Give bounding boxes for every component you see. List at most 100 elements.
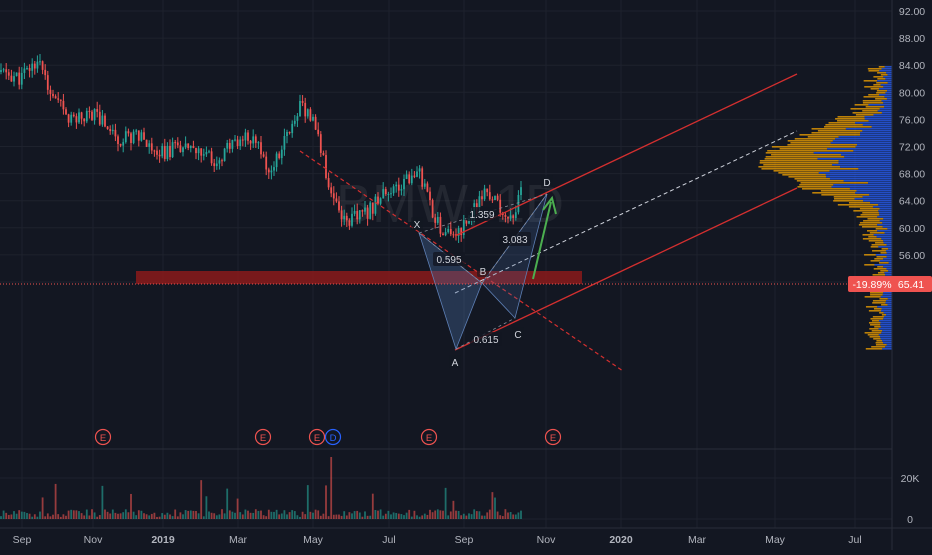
volume-bar bbox=[137, 510, 140, 519]
candle-body bbox=[429, 191, 431, 201]
profile-bar-down bbox=[876, 92, 886, 94]
drawings[interactable]: X A B C D 0.595 0.615 3.083 1.359 bbox=[299, 73, 798, 372]
volume-bar bbox=[210, 512, 213, 519]
volume-bar bbox=[127, 512, 130, 519]
dividend-event-marker[interactable] bbox=[324, 428, 342, 446]
profile-bar-down bbox=[862, 100, 882, 102]
volume-bar bbox=[241, 514, 244, 519]
profile-bar-down bbox=[758, 166, 841, 168]
volume-bar bbox=[200, 480, 203, 519]
volume-bar bbox=[494, 497, 496, 519]
candle-body bbox=[101, 115, 104, 125]
earnings-event-marker[interactable] bbox=[308, 428, 326, 446]
volume-bar bbox=[288, 512, 291, 519]
earnings-event-marker[interactable] bbox=[544, 428, 562, 446]
candle-body bbox=[278, 153, 281, 159]
profile-bar-down bbox=[870, 318, 884, 320]
profile-bar-up bbox=[884, 66, 892, 68]
profile-bar-down bbox=[867, 218, 884, 220]
profile-bar-up bbox=[878, 334, 892, 336]
candle-body bbox=[15, 72, 18, 77]
profile-bar-up bbox=[862, 124, 892, 126]
channel-lower[interactable] bbox=[454, 187, 798, 351]
volume-bar bbox=[447, 515, 450, 519]
candle-body bbox=[322, 152, 325, 156]
candle-body bbox=[184, 143, 187, 148]
candle-body bbox=[338, 201, 340, 211]
pattern-xab[interactable] bbox=[418, 231, 483, 351]
profile-bar-up bbox=[856, 190, 892, 192]
candle-body bbox=[20, 72, 23, 85]
ratio-label-bd: 3.083 bbox=[502, 235, 527, 246]
volume-bar bbox=[345, 515, 348, 519]
volume-bar bbox=[148, 515, 151, 519]
profile-bar-down bbox=[876, 256, 887, 258]
earnings-event-marker[interactable] bbox=[94, 428, 112, 446]
earnings-event-marker[interactable] bbox=[420, 428, 438, 446]
volume-bar bbox=[327, 516, 330, 519]
profile-bar-up bbox=[829, 178, 892, 180]
profile-bar-up bbox=[883, 240, 892, 242]
candle-body bbox=[442, 233, 444, 236]
candle-body bbox=[132, 131, 135, 143]
candle-body bbox=[0, 70, 2, 72]
volume-bar bbox=[179, 512, 182, 519]
profile-bar-up bbox=[886, 252, 892, 254]
pattern-label-bg bbox=[477, 264, 489, 277]
volume-bar bbox=[405, 512, 408, 519]
profile-bar-up bbox=[860, 132, 892, 134]
profile-bar-down bbox=[848, 202, 871, 204]
volume-bar bbox=[455, 510, 457, 519]
volume-bar bbox=[78, 511, 80, 519]
volume-bar bbox=[85, 509, 88, 519]
earnings-event-marker[interactable] bbox=[254, 428, 272, 446]
price-tick: 72.00 bbox=[899, 142, 925, 154]
profile-bar-down bbox=[875, 344, 887, 346]
volume-bar bbox=[70, 509, 73, 519]
target-arrow-shaft[interactable] bbox=[532, 201, 552, 280]
candle-body bbox=[353, 210, 356, 214]
volume-bar bbox=[397, 513, 400, 519]
candle-body bbox=[371, 202, 374, 214]
profile-bar-up bbox=[877, 80, 892, 82]
trend-line-dashed[interactable] bbox=[299, 150, 624, 372]
volume-bar bbox=[221, 509, 223, 519]
profile-bar-down bbox=[862, 212, 879, 214]
profile-bar-down bbox=[817, 130, 863, 132]
volume-bar bbox=[28, 513, 31, 519]
profile-bar-up bbox=[858, 168, 892, 170]
volume-bar bbox=[202, 516, 205, 519]
volume-bar bbox=[254, 509, 257, 519]
volume-bar bbox=[390, 514, 392, 519]
profile-bar-up bbox=[838, 136, 892, 138]
volume-bar bbox=[377, 510, 379, 519]
profile-bar-up bbox=[877, 224, 892, 226]
candle-body bbox=[312, 116, 314, 121]
candle-body bbox=[202, 154, 205, 156]
profile-bar-up bbox=[878, 320, 892, 322]
volume-bar bbox=[299, 516, 301, 519]
profile-bar-down bbox=[858, 224, 878, 226]
profile-bar-down bbox=[856, 216, 878, 218]
pattern-label-bg bbox=[411, 217, 423, 230]
candle-body bbox=[244, 132, 247, 141]
volume-bar bbox=[174, 509, 177, 519]
profile-bar-down bbox=[860, 214, 880, 216]
volume-bar bbox=[473, 509, 476, 519]
candle-body bbox=[348, 220, 351, 226]
price-axis[interactable]: 92.00 88.00 84.00 80.00 76.00 72.00 68.00 64.00… bbox=[899, 6, 925, 289]
volume-bar bbox=[65, 515, 67, 519]
channel-middle[interactable] bbox=[454, 130, 798, 294]
time-axis[interactable]: Sep Nov 2019 Mar May Jul Sep Nov 2020 Mar May Jul bbox=[13, 534, 862, 546]
profile-bar-down bbox=[835, 118, 865, 120]
channel-upper[interactable] bbox=[454, 73, 798, 237]
candle-body bbox=[39, 61, 41, 63]
volume-axis[interactable]: 20K 0 bbox=[901, 473, 920, 526]
time-tick: Nov bbox=[84, 534, 103, 546]
profile-bar-up bbox=[844, 156, 892, 158]
profile-bar-up bbox=[871, 126, 892, 128]
price-candles bbox=[0, 54, 522, 244]
